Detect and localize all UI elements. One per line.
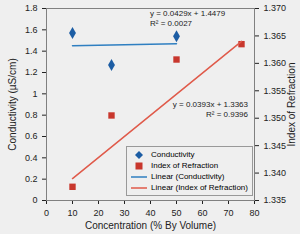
svg-text:80: 80 xyxy=(249,208,259,218)
svg-text:1.6: 1.6 xyxy=(25,25,38,35)
svg-text:0.2: 0.2 xyxy=(25,174,38,184)
svg-text:1.365: 1.365 xyxy=(264,31,287,41)
svg-text:40: 40 xyxy=(145,208,155,218)
svg-text:0: 0 xyxy=(32,195,37,205)
svg-text:1.350: 1.350 xyxy=(264,113,287,123)
html-text:Linear (Conductivity): Linear (Conductivity) xyxy=(151,172,225,181)
svg-text:1.355: 1.355 xyxy=(264,86,287,96)
svg-text:1.340: 1.340 xyxy=(264,168,287,178)
svg-text:1.4: 1.4 xyxy=(25,46,38,56)
html-text:Index of Refraction: Index of Refraction xyxy=(151,161,219,170)
svg-text:10: 10 xyxy=(67,208,77,218)
svg-text:Index of Refraction: Index of Refraction xyxy=(286,63,297,147)
svg-text:0.8: 0.8 xyxy=(25,110,38,120)
svg-text:50: 50 xyxy=(171,208,181,218)
svg-text:1: 1 xyxy=(32,89,37,99)
svg-text:1.345: 1.345 xyxy=(264,141,287,151)
html-text:Conductivity: Conductivity xyxy=(151,150,195,159)
svg-text:70: 70 xyxy=(223,208,233,218)
svg-text:1.2: 1.2 xyxy=(25,67,38,77)
svg-text:1.370: 1.370 xyxy=(264,3,287,13)
svg-text:1.335: 1.335 xyxy=(264,195,287,205)
svg-text:1.8: 1.8 xyxy=(25,3,38,13)
svg-text:0: 0 xyxy=(44,208,49,218)
html-text:Linear (Index of Refraction): Linear (Index of Refraction) xyxy=(151,183,248,192)
svg-text:Concentration (% By Volume): Concentration (% By Volume) xyxy=(85,220,216,231)
html-text:y = 0.0429x + 1.4479: y = 0.0429x + 1.4479 xyxy=(150,9,226,18)
svg-text:0.6: 0.6 xyxy=(25,131,38,141)
html-text:y = 0.0393x + 1.3363: y = 0.0393x + 1.3363 xyxy=(172,100,248,109)
svg-text:0.4: 0.4 xyxy=(25,153,38,163)
html-text:R² = 0.9396: R² = 0.9396 xyxy=(206,110,248,119)
svg-text:60: 60 xyxy=(197,208,207,218)
svg-text:Conductivity (µS/cm): Conductivity (µS/cm) xyxy=(7,58,18,150)
html-text:R² = 0.0027: R² = 0.0027 xyxy=(150,19,192,28)
svg-text:20: 20 xyxy=(93,208,103,218)
svg-text:30: 30 xyxy=(119,208,129,218)
svg-text:1.360: 1.360 xyxy=(264,58,287,68)
